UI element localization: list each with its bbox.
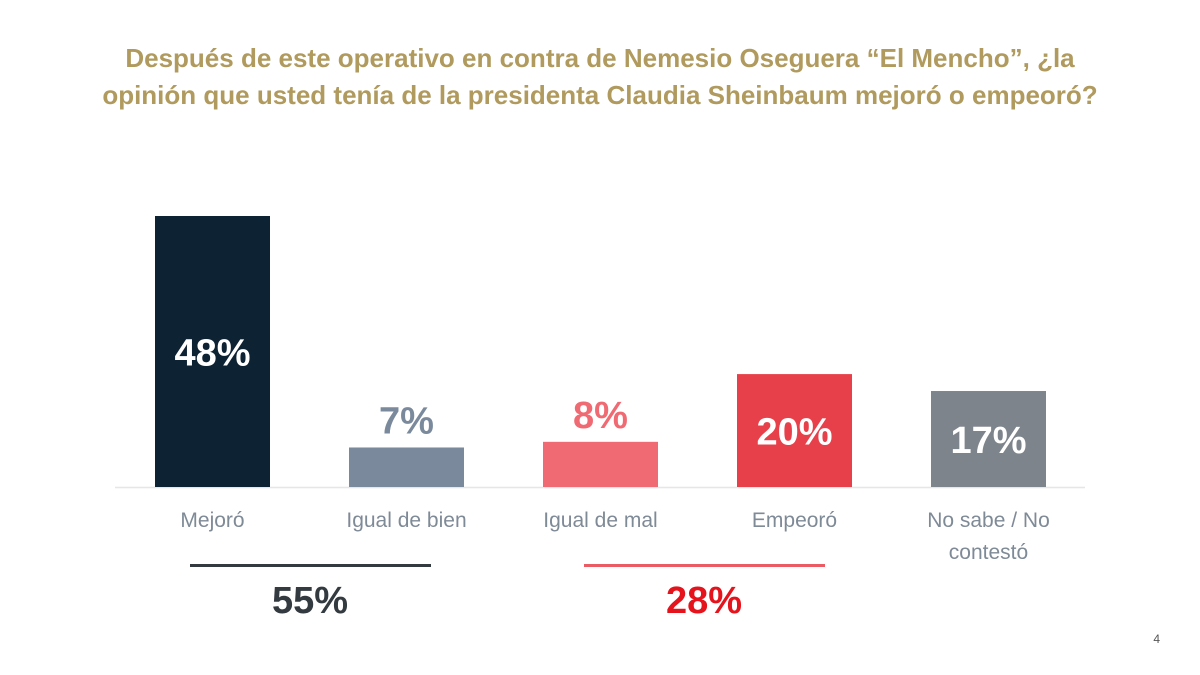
bar-4 <box>931 391 1046 487</box>
group-bracket-line <box>584 564 825 567</box>
group-total: 55% <box>271 580 349 622</box>
bar-1 <box>349 447 464 487</box>
category-label: Mejoró <box>180 509 245 532</box>
bar-0 <box>155 216 270 487</box>
data-label: 48% <box>174 333 250 375</box>
group-bracket-line <box>190 564 431 567</box>
category-label: No sabe / No contestó <box>927 509 1050 564</box>
category-label: Igual de bien <box>346 509 467 532</box>
data-label: 20% <box>756 412 832 454</box>
data-label: 7% <box>379 400 434 442</box>
data-label: 8% <box>573 395 628 437</box>
bar-3 <box>737 374 852 487</box>
data-label: 17% <box>950 420 1026 462</box>
category-label: Empeoró <box>751 509 838 532</box>
group-total: 28% <box>665 580 743 622</box>
chart-title: Después de este operativo en contra de N… <box>102 43 1098 110</box>
bar-2 <box>543 441 658 487</box>
page-number: 4 <box>1153 632 1160 646</box>
category-label: Igual de mal <box>543 509 658 532</box>
